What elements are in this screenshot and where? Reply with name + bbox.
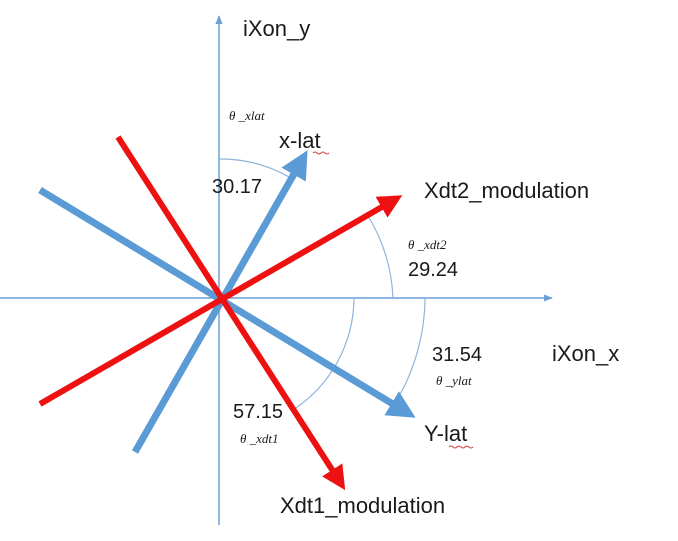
arc-theta-xlat bbox=[218, 158, 290, 178]
theta-xdt2-symbol: θ _xdt2 bbox=[408, 237, 447, 252]
theta-xdt1-value: 57.15 bbox=[233, 401, 283, 423]
xdt2-modulation-label: Xdt2_modulation bbox=[424, 178, 589, 203]
x-lat-label: x-lat bbox=[279, 128, 321, 153]
xdt2-modulation-line bbox=[38, 195, 403, 407]
y-lat-label: Y-lat bbox=[424, 421, 467, 446]
theta-xdt2-value: 29.24 bbox=[408, 259, 458, 281]
theta-xdt1-symbol: θ _xdt1 bbox=[240, 431, 279, 446]
theta-xlat-value: 30.17 bbox=[212, 176, 262, 198]
theta-ylat-value: 31.54 bbox=[432, 344, 482, 366]
xdt1-modulation-label: Xdt1_modulation bbox=[280, 493, 445, 518]
xdt1-modulation-line bbox=[115, 135, 346, 491]
arc-theta-xdt2 bbox=[367, 215, 394, 299]
arc-theta-ylat bbox=[391, 297, 426, 409]
theta-xlat-symbol: θ _xlat bbox=[229, 108, 265, 123]
x-lat-line bbox=[131, 150, 308, 454]
y-lat-spellcheck-underline bbox=[448, 445, 474, 449]
y-axis-label: iXon_y bbox=[243, 16, 310, 41]
x-axis-label: iXon_x bbox=[552, 341, 619, 366]
theta-ylat-symbol: θ _ylat bbox=[436, 373, 472, 388]
x-lat-spellcheck-underline bbox=[312, 151, 330, 155]
arc-theta-xdt1 bbox=[292, 297, 355, 411]
